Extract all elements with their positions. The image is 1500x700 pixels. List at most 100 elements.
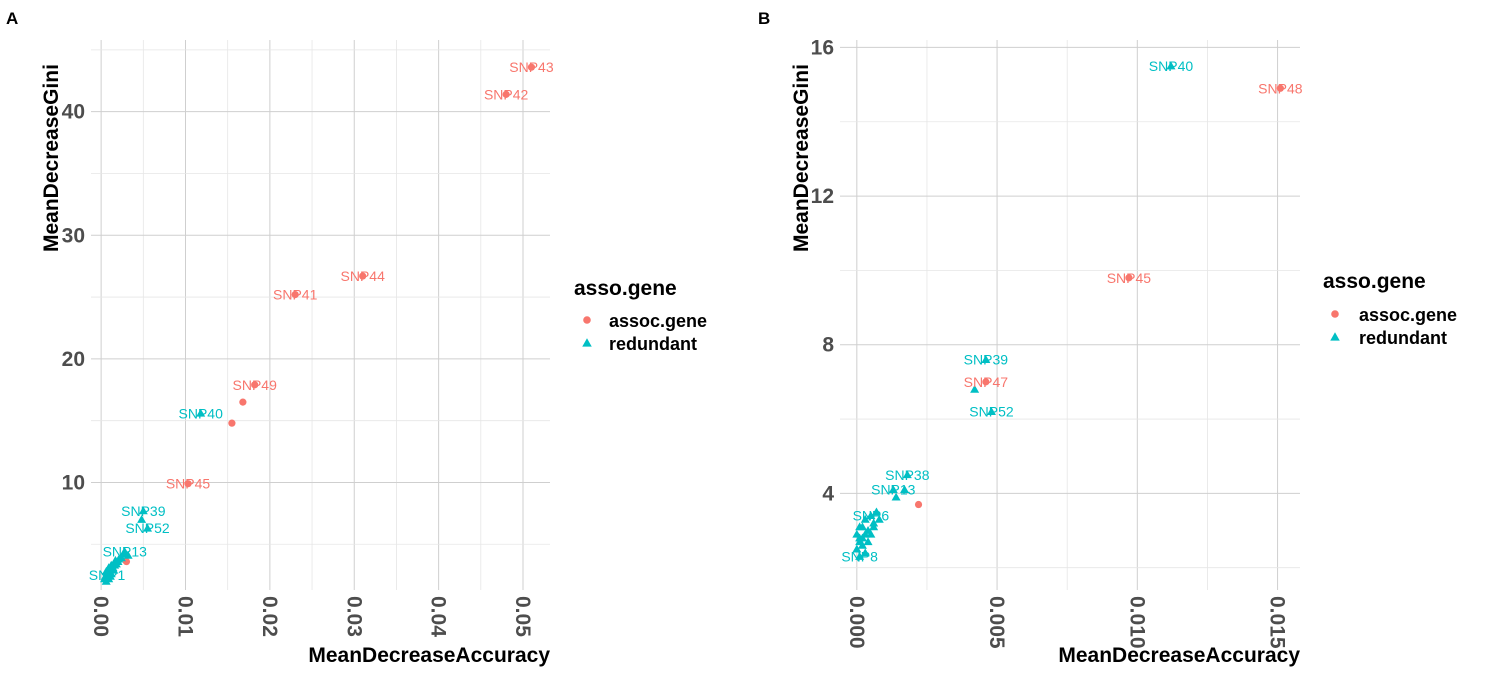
- panel-a-point-label: SNP40: [179, 405, 224, 421]
- panel-a-x-tick-label: 0.01: [174, 596, 197, 637]
- panel-a-point-redundant: [110, 555, 120, 564]
- panel-a-legend-label-redundant: redundant: [609, 334, 697, 354]
- panel-tag-b: B: [758, 9, 770, 28]
- panel-tag-a: A: [6, 9, 18, 28]
- panel-b-point-redundant: [900, 485, 910, 494]
- panel-b-point-redundant: [863, 537, 873, 546]
- panel-a-point-label: SNP49: [233, 377, 278, 393]
- panel-b-point-label: SNP6: [853, 508, 890, 524]
- panel-b-x-tick-label: 0.005: [985, 596, 1008, 649]
- panel-a-x-tick-label: 0.04: [427, 596, 450, 637]
- panel-a-point-label: SNP44: [341, 268, 386, 284]
- panel-b-y-axis-title: MeanDecreaseGini: [790, 64, 813, 252]
- panel-a-grid: [91, 40, 550, 590]
- panel-a-legend-key-assoc-gene: [583, 316, 591, 324]
- panel-a: A 10 20 30 40 0.00 0.01 0.02 0.03 0.04 0.05 SNP4…: [6, 9, 707, 667]
- panel-a-x-tick-label: 0.05: [511, 596, 534, 637]
- panel-b-point-redundant: [855, 552, 865, 560]
- panel-a-point-label: SNP13: [103, 544, 148, 560]
- panel-b-point-redundant: [860, 548, 870, 557]
- panel-b-point-redundant: [970, 384, 980, 393]
- panel-b-point-redundant: [857, 522, 867, 531]
- panel-a-point-label: SNP1: [89, 567, 126, 583]
- panel-a-point-redundant: [118, 549, 128, 558]
- panel-a-legend-label-assoc-gene: assoc.gene: [609, 311, 707, 331]
- panel-b-point-redundant: [981, 355, 991, 363]
- panel-a-point-assoc.gene: [239, 398, 247, 406]
- panel-a-point-redundant: [143, 523, 153, 532]
- panel-b-y-tick-label: 16: [811, 36, 834, 59]
- panel-b-legend-label-assoc-gene: assoc.gene: [1359, 305, 1457, 325]
- panel-b-y-tick-label: 4: [822, 482, 834, 505]
- panel-b-y-tick-label: 8: [822, 334, 834, 357]
- panel-b-point-redundant: [866, 511, 876, 520]
- panel-a-y-ticks: 10 20 30 40: [62, 101, 85, 495]
- panel-b-point-redundant: [888, 485, 898, 494]
- panel-b-y-tick-label: 12: [811, 185, 834, 208]
- panel-a-legend-symbol-assoc.gene: [583, 316, 591, 324]
- panel-b-point-redundant: [1166, 61, 1176, 70]
- panel-b-points: [852, 61, 1284, 560]
- panel-b-point-redundant: [986, 407, 996, 415]
- panel-a-point-redundant: [137, 515, 147, 523]
- panel-a-point-assoc.gene: [184, 480, 192, 488]
- panel-a-x-tick-label: 0.02: [258, 596, 281, 637]
- panel-b-point-redundant: [871, 507, 881, 516]
- panel-b-point-redundant: [891, 492, 901, 501]
- panel-b-point-label: SNP45: [1107, 270, 1152, 286]
- panel-a-point-assoc.gene: [502, 90, 510, 98]
- panel-a-legend-title: asso.gene: [574, 277, 677, 300]
- panel-b-point-label: SNP40: [1149, 58, 1194, 74]
- panel-a-y-tick-label: 10: [62, 471, 85, 494]
- panel-b-point-label: SNP8: [841, 549, 878, 565]
- panel-b-legend: asso.gene assoc.gene redundant: [1323, 270, 1457, 348]
- panel-a-point-label: SNP42: [484, 86, 529, 102]
- panel-b-y-ticks: 4 8 12 16: [811, 36, 835, 505]
- panel-a-point-label: SNP43: [509, 59, 554, 75]
- panel-a-y-tick-label: 20: [62, 348, 85, 371]
- panel-a-y-axis-title: MeanDecreaseGini: [40, 64, 63, 252]
- panel-a-point-redundant: [196, 408, 206, 417]
- panel-b-point-redundant: [869, 518, 879, 527]
- panel-b-point-labels: SNP48 SNP45 SNP47 SNP40 SNP39 SNP52 SNP38SNP13…: [841, 58, 1302, 565]
- panel-b-x-tick-label: 0.000: [845, 596, 868, 649]
- panel-a-point-redundant: [109, 565, 119, 574]
- panel-b-point-label: SNP13: [871, 482, 916, 498]
- panel-b-legend-key-assoc-gene: [1331, 310, 1339, 318]
- panel-a-point-label: SNP45: [166, 476, 211, 492]
- panel-a-point-redundant: [138, 506, 148, 515]
- panel-b-legend-symbol-assoc.gene: [1331, 310, 1339, 318]
- panel-b-point-label: SNP48: [1258, 80, 1303, 96]
- panel-b-x-tick-label: 0.015: [1266, 596, 1289, 649]
- panel-b-point-assoc.gene: [1276, 84, 1284, 92]
- panel-a-point-label: SNP52: [125, 520, 170, 536]
- panel-a-point-label: SNP41: [273, 287, 318, 303]
- panel-b-point-label: SNP52: [969, 404, 1014, 420]
- panel-a-y-tick-label: 40: [62, 101, 85, 124]
- panel-b-legend-title: asso.gene: [1323, 270, 1426, 293]
- panel-a-x-tick-label: 0.03: [342, 596, 365, 637]
- panel-a-point-assoc.gene: [291, 291, 299, 299]
- panel-b-x-ticks: 0.000 0.005 0.010 0.015: [845, 596, 1289, 649]
- panel-a-point-labels: SNP43 SNP42 SNP44 SNP41 SNP49 SNP45 SNP40 SNP39…: [89, 59, 554, 583]
- panel-b-point-redundant: [860, 514, 870, 523]
- panel-b-point-label: SNP38: [885, 467, 930, 483]
- panel-b-point-redundant: [902, 470, 912, 479]
- panel-a-legend-symbol-redundant: [582, 338, 592, 347]
- panel-a-legend: asso.gene assoc.gene redundant: [574, 277, 707, 354]
- panel-b-point-assoc.gene: [982, 378, 990, 386]
- panel-a-x-ticks: 0.00 0.01 0.02 0.03 0.04 0.05: [89, 596, 534, 637]
- panel-b: B 4 8 12 16 0.000 0.005 0.010 0.015 SNP48 SNP45…: [758, 9, 1457, 667]
- panel-b-point-assoc.gene: [1125, 274, 1133, 282]
- panel-b-grid: [840, 40, 1300, 590]
- panel-a-point-assoc.gene: [251, 381, 259, 389]
- panel-b-legend-symbol-redundant: [1330, 332, 1340, 341]
- panel-b-point-redundant: [855, 533, 865, 542]
- panel-b-legend-label-redundant: redundant: [1359, 328, 1447, 348]
- panel-b-point-redundant: [857, 540, 867, 549]
- panel-b-point-assoc.gene: [914, 500, 923, 509]
- panel-a-legend-key-redundant: [582, 338, 592, 347]
- panel-a-point-label: SNP39: [121, 503, 166, 519]
- panel-a-point-assoc.gene: [359, 272, 367, 280]
